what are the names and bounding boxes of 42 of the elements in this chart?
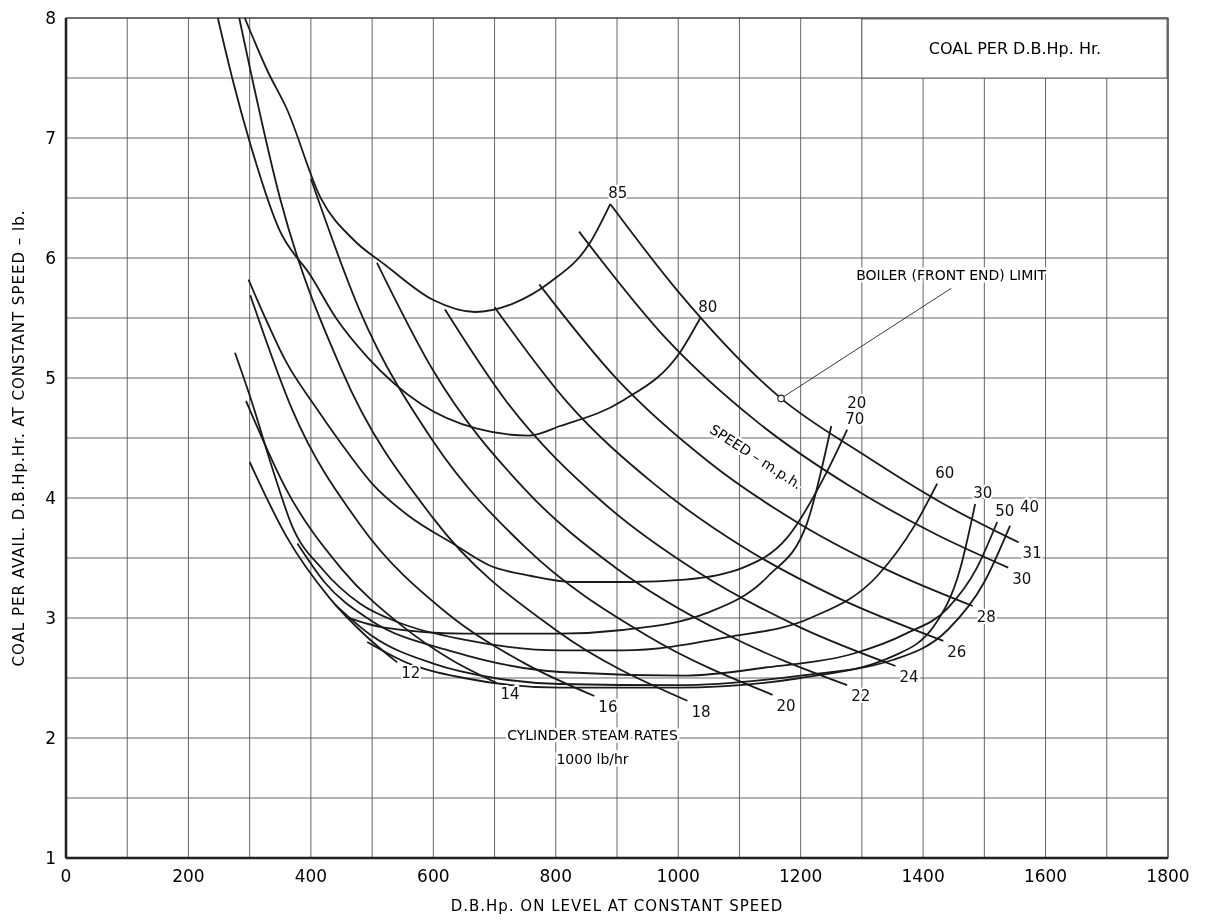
series-label: 30 — [1012, 569, 1032, 588]
x-tick-label: 200 — [172, 866, 205, 886]
series-label: 14 — [500, 684, 520, 703]
x-tick-label: 400 — [294, 866, 328, 886]
series-label: 50 — [995, 502, 1015, 520]
annotation: CYLINDER STEAM RATES — [507, 727, 678, 744]
series-label: 26 — [947, 642, 967, 661]
annotation: 1000 lb/hr — [556, 751, 629, 768]
series-label: 12 — [401, 664, 421, 683]
y-tick-label: 6 — [45, 248, 56, 268]
x-tick-label: 1000 — [656, 866, 700, 886]
series-label: 24 — [899, 668, 919, 686]
series-label: 80 — [698, 298, 718, 316]
series-label: 30 — [973, 484, 993, 502]
series-label: 85 — [608, 184, 628, 202]
y-tick-label: 5 — [45, 368, 56, 388]
series-label: 28 — [976, 608, 996, 626]
y-tick-label: 1 — [45, 848, 56, 868]
x-axis-title: D.B.Hp. ON LEVEL AT CONSTANT SPEED — [450, 897, 784, 915]
x-tick-label: 1600 — [1023, 866, 1068, 886]
x-tick-label: 1400 — [901, 866, 945, 886]
x-tick-label: 600 — [417, 866, 450, 886]
series-label: 18 — [691, 702, 711, 721]
series-label: 31 — [1022, 544, 1042, 563]
series-label: 16 — [598, 698, 618, 716]
x-tick-label: 0 — [60, 866, 72, 886]
y-tick-label: 2 — [45, 728, 56, 748]
x-tick-label: 1200 — [779, 866, 823, 886]
y-tick-label: 7 — [45, 128, 56, 148]
y-tick-label: 3 — [45, 608, 56, 628]
x-tick-label: 800 — [539, 866, 572, 886]
series-label: 40 — [1020, 497, 1040, 516]
y-axis-title: COAL PER AVAIL. D.B.Hp.Hr. AT CONSTANT SPEED – lb. — [10, 209, 28, 667]
series-label: 22 — [851, 687, 871, 706]
title-panel: COAL PER D.B.Hp. Hr. — [861, 18, 1168, 79]
series-label: 20 — [847, 394, 867, 412]
y-tick-label: 8 — [45, 8, 56, 28]
x-tick-label: 1800 — [1146, 866, 1190, 886]
y-tick-label: 4 — [45, 488, 56, 508]
series-label: 60 — [935, 463, 955, 482]
series-label: 70 — [845, 409, 865, 428]
series-label: 20 — [776, 696, 796, 715]
